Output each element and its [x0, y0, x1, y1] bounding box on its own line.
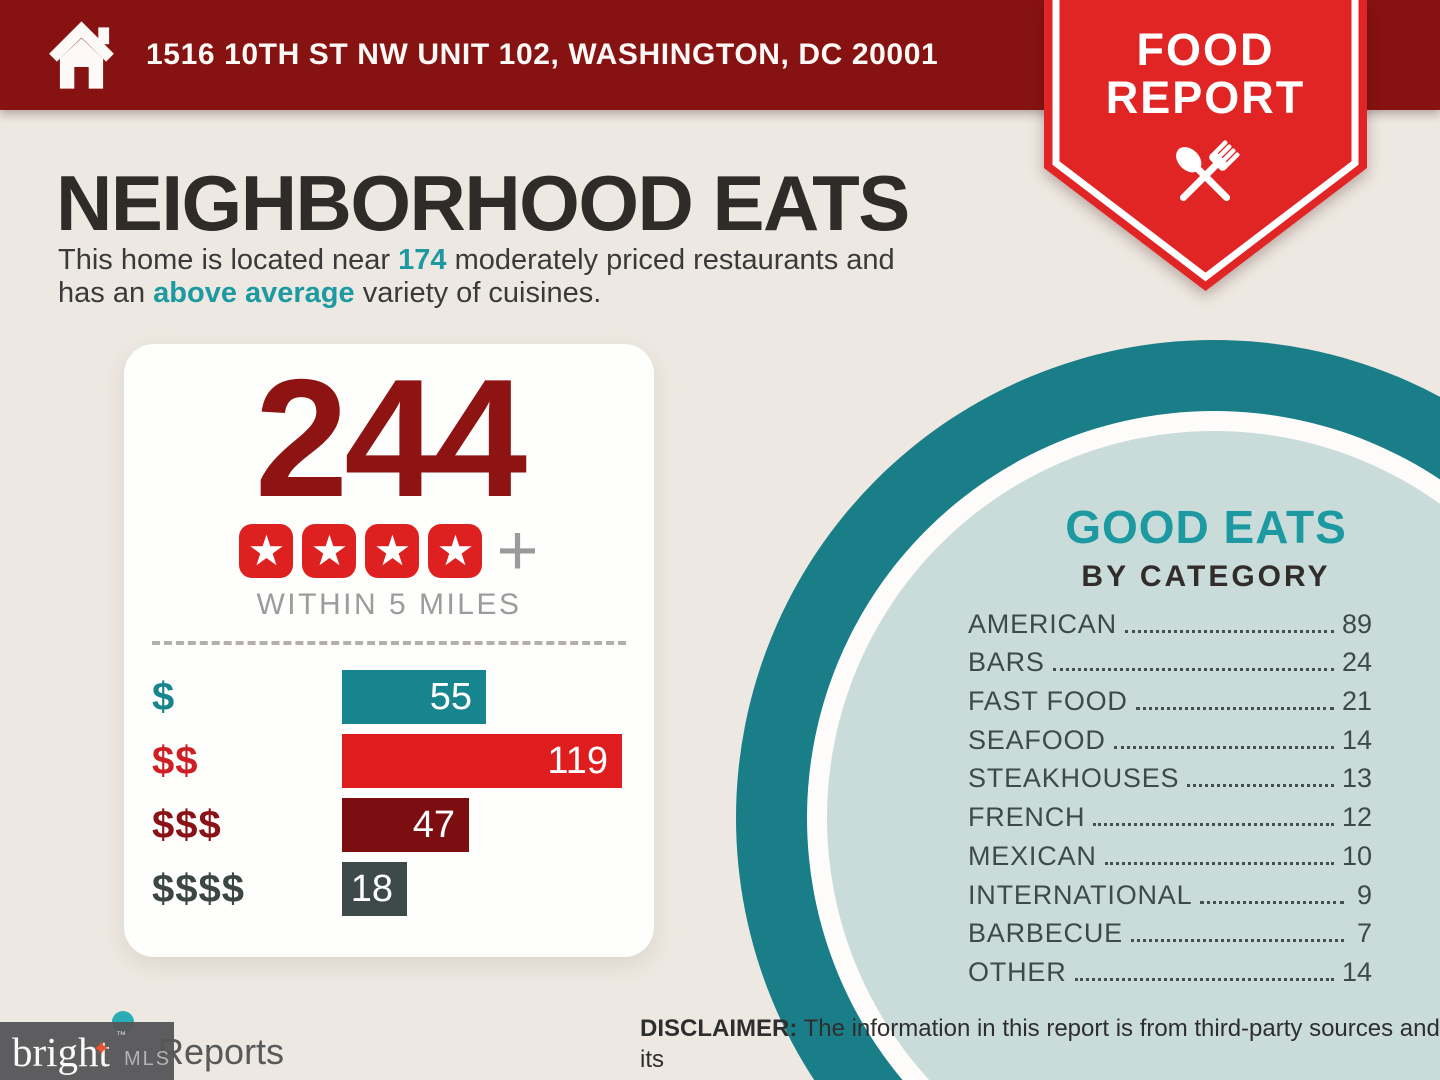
category-row: MEXICAN 10: [968, 833, 1372, 872]
rating-row: ★ ★ ★ ★ +: [124, 511, 654, 591]
good-eats-header: GOOD EATS BY CATEGORY: [1000, 500, 1412, 594]
category-label: FAST FOOD: [968, 686, 1128, 717]
bright-mls-logo: bright ✦ ™ MLS: [0, 1022, 174, 1080]
price-level-label: $$: [152, 738, 199, 783]
intro-count-highlight: 174: [398, 244, 447, 276]
disclaimer-line1: The information in this report is from t…: [640, 1015, 1440, 1073]
category-label: STEAKHOUSES: [968, 763, 1180, 794]
spoon-fork-icon: [1176, 140, 1240, 202]
category-label: OTHER: [968, 956, 1067, 987]
radius-label: WITHIN 5 MILES: [256, 588, 522, 621]
category-row: STEAKHOUSES 13: [968, 756, 1372, 795]
category-value: 14: [1341, 956, 1372, 987]
price-bar: 119: [342, 734, 622, 788]
category-row: OTHER 14: [968, 949, 1372, 988]
dotted-leader: [1187, 784, 1334, 788]
category-label: SEAFOOD: [968, 724, 1106, 755]
intro-line2-post: variety of cuisines.: [354, 277, 602, 309]
disclaimer-line2: accuracy cannot be guaranteed.: [640, 1077, 983, 1080]
intro-line1-pre: This home is located near: [58, 244, 399, 276]
category-value: 7: [1356, 918, 1372, 949]
dotted-leader: [1074, 977, 1334, 981]
category-label: INTERNATIONAL: [968, 879, 1193, 910]
restaurant-count: 244: [254, 344, 527, 532]
category-row: AMERICAN 89: [968, 601, 1372, 640]
plus-icon: +: [496, 511, 539, 591]
star-rating: ★ ★ ★ ★: [239, 524, 483, 578]
bright-star-icon: ✦: [92, 1036, 111, 1061]
food-report-ribbon: FOOD REPORT: [1044, 0, 1367, 292]
star-icon: ★: [428, 524, 483, 578]
good-eats-title: GOOD EATS: [1065, 501, 1347, 553]
dotted-leader: [1104, 861, 1334, 865]
ribbon-title-report: REPORT: [1105, 72, 1306, 123]
intro-text: This home is located near 174 moderately…: [58, 244, 1018, 310]
price-bar-row: $$$$ 18: [152, 862, 632, 916]
intro-line1-post: moderately priced restaurants and: [446, 244, 895, 276]
category-value: 13: [1341, 763, 1372, 794]
reports-watermark-text: Reports: [158, 1031, 285, 1072]
price-level-label: $: [152, 674, 176, 719]
dashed-divider: [152, 641, 626, 645]
price-bar-value: 119: [547, 739, 608, 782]
category-label: FRENCH: [968, 802, 1086, 833]
price-bar-value: 18: [350, 867, 393, 910]
intro-average-highlight: above average: [153, 277, 355, 309]
price-bar-value: 55: [429, 675, 472, 718]
page-title: NEIGHBORHOOD EATS: [56, 159, 910, 247]
category-value: 10: [1341, 840, 1372, 871]
summary-card: 244 ★ ★ ★ ★ + WITHIN 5 MILES $55 $$ 119 $$$ 47 $…: [124, 344, 654, 957]
mls-label: MLS: [124, 1048, 172, 1070]
category-value: 89: [1341, 608, 1372, 639]
category-row: FRENCH 12: [968, 794, 1372, 833]
dotted-leader: [1130, 939, 1344, 943]
bright-wordmark: bright: [12, 1029, 110, 1075]
ribbon-shape: [1044, 0, 1367, 291]
disclaimer: DISCLAIMER: The information in this repo…: [640, 1013, 1440, 1080]
price-bar-row: $55: [152, 670, 632, 724]
category-label: MEXICAN: [968, 840, 1097, 871]
category-list: AMERICAN 89 BARS 24 FAST FOOD 21 SEAFOOD 14 STEA…: [968, 601, 1372, 988]
home-icon: [49, 21, 114, 89]
category-value: 12: [1341, 802, 1372, 833]
dotted-leader: [1052, 668, 1334, 672]
price-bar-row: $$$ 47: [152, 798, 632, 852]
property-address: 1516 10TH ST NW UNIT 102, WASHINGTON, DC…: [146, 38, 939, 71]
dotted-leader: [1113, 745, 1334, 749]
ribbon-title-food: FOOD: [1136, 24, 1275, 75]
category-value: 24: [1341, 647, 1372, 678]
dotted-leader: [1200, 900, 1344, 904]
price-bar: 47: [342, 798, 469, 852]
category-value: 21: [1341, 686, 1372, 717]
dotted-leader: [1135, 707, 1334, 711]
category-label: AMERICAN: [968, 608, 1117, 639]
price-level-label: $$$$: [152, 866, 245, 911]
category-value: 14: [1341, 724, 1372, 755]
price-bar: 55: [342, 670, 486, 724]
category-row: BARS 24: [968, 640, 1372, 679]
star-icon: ★: [239, 524, 294, 578]
dotted-leader: [1124, 629, 1334, 633]
dotted-leader: [1093, 823, 1334, 827]
category-label: BARS: [968, 647, 1045, 678]
category-row: INTERNATIONAL 9: [968, 872, 1372, 911]
category-row: BARBECUE 7: [968, 911, 1372, 950]
price-bar-value: 47: [412, 803, 455, 846]
trademark-symbol: ™: [116, 1030, 126, 1041]
price-bar: 18: [342, 862, 407, 916]
intro-line2-pre: has an: [58, 277, 154, 309]
category-row: FAST FOOD 21: [968, 678, 1372, 717]
disclaimer-label: DISCLAIMER:: [640, 1015, 798, 1042]
star-icon: ★: [365, 524, 420, 578]
category-row: SEAFOOD 14: [968, 717, 1372, 756]
star-icon: ★: [302, 524, 357, 578]
category-label: BARBECUE: [968, 918, 1123, 949]
price-level-label: $$$: [152, 802, 222, 847]
price-bar-chart: $55 $$ 119 $$$ 47 $$$$ 18: [152, 670, 632, 926]
price-bar-row: $$ 119: [152, 734, 632, 788]
good-eats-subtitle: BY CATEGORY: [1081, 560, 1331, 593]
category-value: 9: [1356, 879, 1372, 910]
